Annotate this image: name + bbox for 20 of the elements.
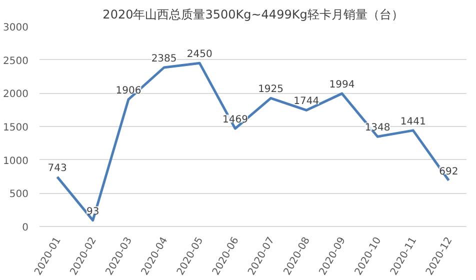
data-label: 2450 (186, 49, 212, 60)
data-label: 1469 (222, 114, 248, 126)
data-label: 2385 (151, 54, 177, 64)
y-tick-label: 1500 (3, 122, 29, 134)
data-label: 1348 (364, 122, 390, 134)
data-label: 743 (48, 162, 67, 174)
y-tick-label: 1000 (3, 156, 29, 167)
chart-title: 2020年山西总质量3500Kg~4499Kg轻卡月销量（台） (102, 8, 404, 22)
y-tick-label: 2500 (3, 56, 29, 67)
data-label: 1744 (294, 96, 320, 108)
data-label: 1906 (116, 85, 142, 96)
data-label: 692 (439, 166, 458, 178)
y-tick-label: 3000 (3, 22, 29, 34)
y-tick-label: 0 (22, 222, 29, 234)
data-label: 1925 (258, 84, 284, 96)
data-label: 1994 (329, 80, 355, 91)
data-label: 93 (86, 206, 100, 218)
data-label: 1441 (400, 116, 426, 128)
y-tick-label: 500 (9, 189, 29, 200)
y-tick-label: 2000 (3, 89, 29, 100)
